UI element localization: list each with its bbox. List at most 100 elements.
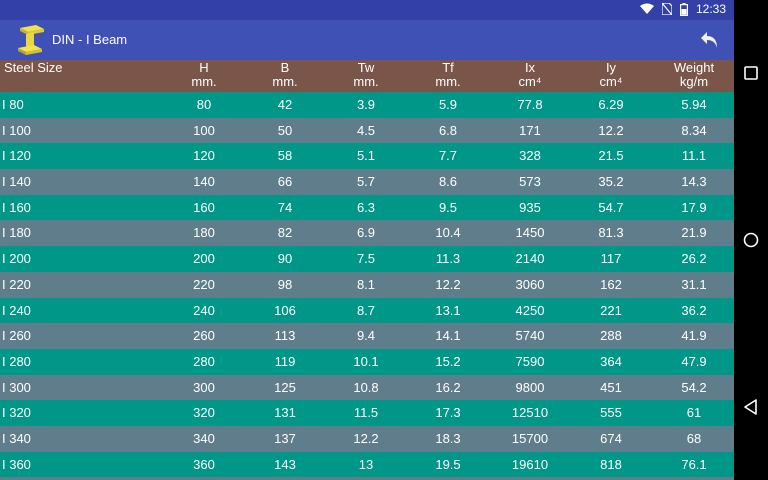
cell-ix: 573	[519, 174, 541, 190]
cell-h: 260	[193, 328, 215, 344]
cell-weight: 8.34	[681, 122, 707, 138]
cell-steel-size: I 280	[2, 353, 31, 369]
cell-b: 119	[274, 353, 296, 369]
table-row[interactable]: I 200 200 90 7.5 11.3 2140 117 26.2	[0, 246, 734, 272]
cell-b: 50	[277, 122, 293, 138]
cell-weight: 21.9	[681, 225, 707, 241]
cell-ix: 4250	[515, 302, 545, 318]
cell-weight: 41.9	[681, 328, 707, 344]
cell-ix: 2140	[515, 251, 545, 267]
cell-steel-size: I 160	[2, 199, 31, 215]
column-header-ix: Ix cm⁴	[518, 60, 542, 89]
cell-iy: 451	[600, 379, 622, 395]
table-row[interactable]: I 260 260 113 9.4 14.1 5740 288 41.9	[0, 323, 734, 349]
table-row[interactable]: I 140 140 66 5.7 8.6 573 35.2 14.3	[0, 169, 734, 195]
cell-h: 120	[193, 148, 215, 164]
cell-ix: 1450	[515, 225, 545, 241]
wifi-icon	[639, 3, 654, 14]
status-time: 12:33	[695, 2, 726, 16]
status-icons: 12:33	[639, 2, 726, 16]
cell-steel-size: I 200	[2, 251, 31, 267]
cell-steel-size: I 140	[2, 174, 31, 190]
table-row[interactable]: I 240 240 106 8.7 13.1 4250 221 36.2	[0, 297, 734, 324]
cell-iy: 162	[600, 276, 622, 292]
cell-tw: 12.2	[353, 430, 379, 446]
cell-tw: 13	[358, 456, 374, 472]
cell-weight: 31.1	[681, 276, 707, 292]
table-row[interactable]: I 340 340 137 12.2 18.3 15700 674 68	[0, 425, 734, 452]
table-row[interactable]: I 300 300 125 10.8 16.2 9800 451 54.2	[0, 374, 734, 401]
table-row[interactable]: I 220 220 98 8.1 12.2 3060 162 31.1	[0, 271, 734, 298]
cell-steel-size: I 300	[2, 379, 31, 395]
cell-b: 113	[274, 328, 296, 344]
cell-steel-size: I 120	[2, 148, 31, 164]
cell-b: 106	[274, 302, 296, 318]
table-row[interactable]: I 320 320 131 11.5 17.3 12510 555 61	[0, 400, 734, 426]
cell-h: 240	[193, 302, 215, 318]
undo-button[interactable]	[696, 26, 724, 54]
cell-h: 280	[193, 353, 215, 369]
cell-ix: 9800	[515, 379, 545, 395]
app-title: DIN - I Beam	[52, 32, 128, 47]
cell-tf: 14.1	[435, 328, 461, 344]
cell-tf: 19.5	[435, 456, 461, 472]
cell-tf: 7.7	[438, 148, 458, 164]
status-bar: 12:33	[0, 0, 734, 20]
recents-button[interactable]	[740, 62, 762, 84]
column-header-iy: Iy cm⁴	[599, 60, 623, 89]
home-button[interactable]	[740, 229, 762, 251]
cell-weight: 17.9	[681, 199, 707, 215]
cell-h: 80	[196, 97, 212, 112]
cell-tf: 13.1	[435, 302, 461, 318]
cell-b: 137	[274, 430, 296, 446]
cell-ix: 935	[519, 199, 541, 215]
cell-tw: 8.7	[356, 302, 376, 318]
app-bar: DIN - I Beam	[0, 20, 734, 60]
column-header-tw: Tw mm.	[353, 60, 379, 89]
cell-iy: 364	[600, 353, 622, 369]
cell-steel-size: I 180	[2, 225, 31, 241]
cell-weight: 76.1	[681, 456, 707, 472]
cell-tf: 15.2	[435, 353, 461, 369]
cell-h: 220	[193, 276, 215, 292]
cell-b: 125	[274, 379, 296, 395]
cell-steel-size: I 320	[2, 405, 31, 421]
cell-weight: 36.2	[681, 302, 707, 318]
cell-tw: 3.9	[356, 97, 376, 112]
cell-tf: 8.6	[438, 174, 458, 190]
navigation-bar	[734, 0, 768, 480]
table-row[interactable]: I 360 360 143 13 19.5 19610 818 76.1	[0, 451, 734, 478]
no-sim-icon	[661, 3, 672, 15]
cell-iy: 12.2	[598, 122, 624, 138]
cell-ix: 15700	[511, 430, 549, 446]
cell-iy: 674	[600, 430, 622, 446]
cell-h: 320	[193, 405, 215, 421]
cell-b: 66	[277, 174, 293, 190]
beam-table[interactable]: I 80 80 42 3.9 5.9 77.8 6.29 5.94 I 100 100 50 4.5 6…	[0, 92, 734, 478]
cell-tf: 9.5	[438, 199, 458, 215]
cell-tf: 10.4	[435, 225, 461, 241]
cell-tw: 6.3	[356, 199, 376, 215]
cell-h: 360	[193, 456, 215, 472]
cell-b: 143	[274, 456, 296, 472]
table-row[interactable]: I 120 120 58 5.1 7.7 328 21.5 11.1	[0, 143, 734, 170]
cell-tf: 18.3	[435, 430, 461, 446]
cell-ix: 7590	[515, 353, 545, 369]
column-header-weight: Weight kg/m	[673, 60, 715, 89]
triangle-back-icon	[744, 399, 757, 415]
table-row[interactable]: I 280 280 119 10.1 15.2 7590 364 47.9	[0, 348, 734, 375]
table-row[interactable]: I 180 180 82 6.9 10.4 1450 81.3 21.9	[0, 220, 734, 247]
back-button[interactable]	[740, 396, 762, 418]
cell-weight: 68	[686, 430, 702, 446]
cell-ix: 77.8	[517, 97, 543, 112]
battery-icon	[679, 2, 688, 16]
cell-steel-size: I 240	[2, 302, 31, 318]
table-row[interactable]: I 100 100 50 4.5 6.8 171 12.2 8.34	[0, 117, 734, 144]
table-row[interactable]: I 160 160 74 6.3 9.5 935 54.7 17.9	[0, 194, 734, 221]
cell-iy: 6.29	[598, 97, 624, 112]
table-row[interactable]: I 80 80 42 3.9 5.9 77.8 6.29 5.94	[0, 92, 734, 118]
cell-tf: 5.9	[438, 97, 458, 112]
cell-h: 180	[193, 225, 215, 241]
